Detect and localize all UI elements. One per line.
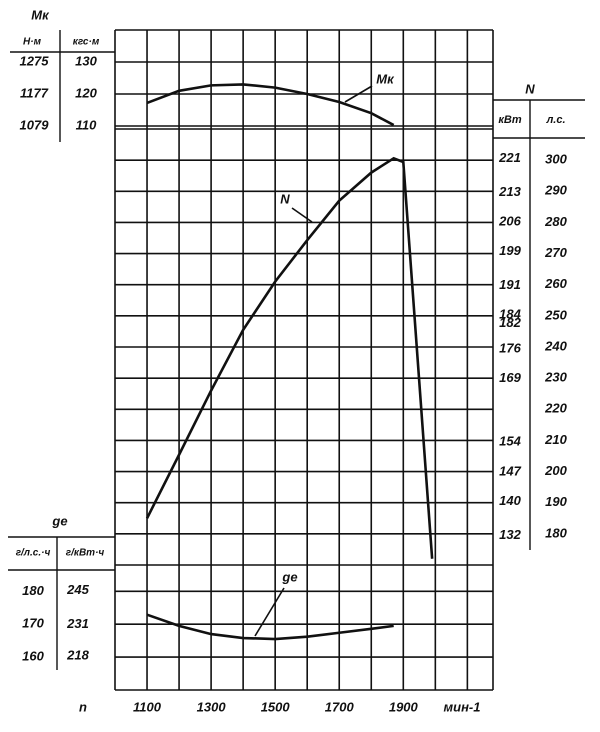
y2-tick-label: 182: [499, 315, 521, 330]
y-tick-label: 110: [76, 117, 97, 132]
y2-tick-label: 132: [499, 527, 521, 542]
axis-unit: кгс·м: [73, 37, 100, 48]
y2-tick-label: 154: [499, 434, 521, 449]
axis-title: Mк: [31, 7, 50, 22]
y-tick-label: 190: [545, 494, 567, 509]
x-tick-label: 1300: [197, 699, 227, 714]
y2-tick-label: 1079: [20, 117, 50, 132]
y2-tick-label: 140: [499, 493, 521, 508]
x-tick-label: 1500: [261, 699, 291, 714]
leader-line: [254, 587, 285, 637]
y2-tick-label: 218: [66, 647, 89, 662]
curve-label: ge: [281, 569, 297, 584]
axis-title: ge: [51, 513, 67, 528]
y-tick-label: 220: [544, 401, 567, 416]
y-tick-label: 290: [544, 183, 567, 198]
y2-tick-label: 147: [499, 463, 521, 478]
y-tick-label: 160: [22, 649, 44, 664]
y2-tick-label: 206: [498, 214, 521, 229]
y-tick-label: 260: [544, 276, 567, 291]
leader-line: [344, 85, 373, 103]
axis-unit: кВт: [498, 114, 522, 126]
y-tick-label: 180: [545, 525, 567, 540]
x-axis-unit: мин-1: [444, 699, 481, 714]
y-tick-label: 300: [545, 152, 567, 167]
y-tick-label: 180: [22, 583, 44, 598]
y2-tick-label: 191: [499, 277, 521, 292]
y-tick-label: 270: [544, 245, 567, 260]
axis-unit: г/л.с.·ч: [16, 548, 51, 559]
curve: [145, 156, 434, 559]
y2-tick-label: 176: [499, 341, 521, 356]
axis-unit: Н·м: [23, 37, 42, 48]
y-tick-label: 230: [544, 370, 567, 385]
y2-tick-label: 221: [498, 150, 521, 165]
y2-tick-label: 199: [499, 243, 521, 258]
y-tick-label: 210: [544, 432, 567, 447]
axis-unit: г/кВт·ч: [66, 548, 105, 559]
y2-tick-label: 231: [66, 616, 89, 631]
curve-label: Mк: [376, 71, 395, 86]
y-tick-label: 250: [544, 307, 567, 322]
y-tick-label: 130: [75, 53, 97, 68]
y2-tick-label: 1177: [20, 85, 49, 100]
leader-line: [291, 207, 313, 223]
y-tick-label: 200: [544, 463, 567, 478]
curve-label: N: [280, 191, 290, 206]
y2-tick-label: 184: [499, 307, 521, 322]
x-tick-label: 1700: [325, 699, 355, 714]
curve: [146, 613, 394, 641]
curve: [146, 83, 395, 127]
y-tick-label: 170: [22, 616, 44, 631]
y2-tick-label: 245: [66, 582, 89, 597]
y2-tick-label: 169: [499, 370, 521, 385]
frame: [8, 29, 585, 691]
y-tick-label: 280: [544, 214, 567, 229]
y2-tick-label: 1275: [20, 53, 50, 68]
y-tick-label: 240: [544, 338, 567, 353]
y2-tick-label: 213: [498, 184, 521, 199]
axis-unit: л.с.: [545, 114, 565, 126]
x-axis-label: n: [79, 699, 87, 714]
x-tick-label: 1100: [133, 699, 162, 714]
y-tick-label: 120: [75, 85, 97, 100]
x-tick-label: 1900: [389, 699, 419, 714]
axis-title: N: [525, 81, 535, 96]
